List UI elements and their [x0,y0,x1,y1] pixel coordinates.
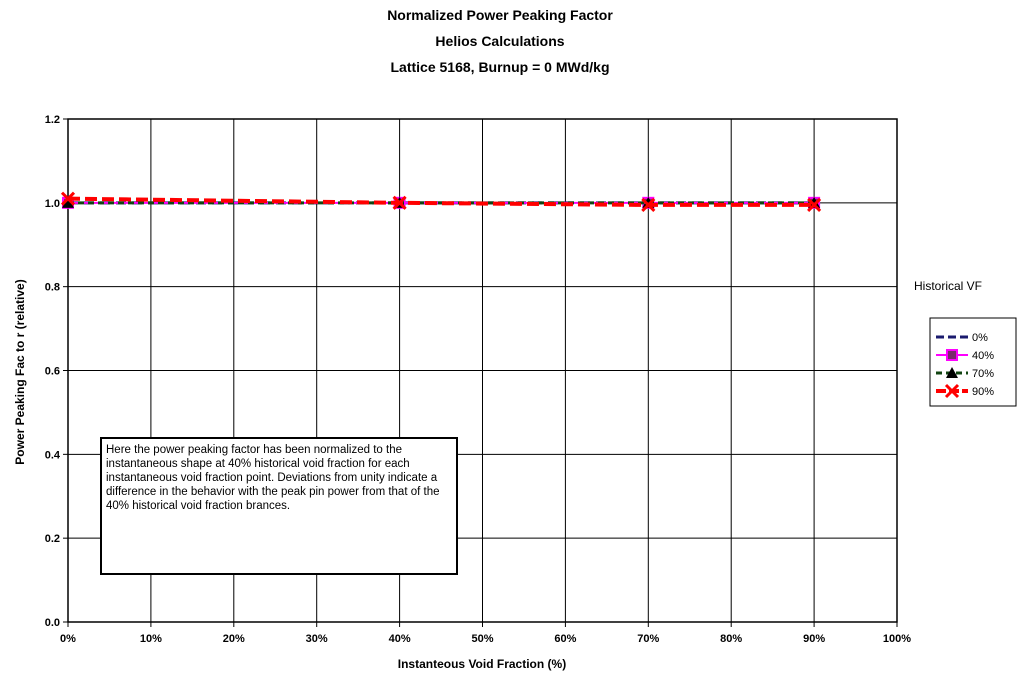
x-tick-label: 80% [720,633,742,645]
y-tick-label: 1.2 [45,114,60,126]
y-tick-label: 0.4 [45,449,61,461]
chart-title-line-3: Lattice 5168, Burnup = 0 MWd/kg [391,59,610,75]
chart-title: Normalized Power Peaking Factor Helios C… [387,7,613,75]
x-tick-label: 70% [637,633,659,645]
legend-title: Historical VF [914,279,982,293]
x-tick-label: 20% [223,633,245,645]
legend-marker [947,350,957,360]
y-tick-label: 0.0 [45,617,60,629]
y-axis-ticks: 0.0 0.2 0.4 0.6 0.8 1.0 1.2 [45,114,68,629]
y-tick-label: 0.6 [45,366,60,378]
x-axis-title: Instanteous Void Fraction (%) [398,657,566,671]
x-tick-label: 60% [554,633,576,645]
x-tick-label: 40% [389,633,411,645]
annotation-text: Here the power peaking factor has been n… [106,444,440,512]
x-axis-ticks: 0% 10% 20% 30% 40% 50% 60% 70% 80% 90% 100% [60,622,911,645]
chart-title-line-1: Normalized Power Peaking Factor [387,7,613,23]
x-tick-label: 0% [60,633,76,645]
annotation-box: Here the power peaking factor has been n… [100,437,458,575]
legend-label: 40% [972,350,994,362]
y-tick-label: 1.0 [45,198,60,210]
x-tick-label: 10% [140,633,162,645]
y-tick-label: 0.2 [45,533,60,545]
legend: Historical VF 0% 40% 70% 90% [914,279,1016,406]
y-axis-title: Power Peaking Fac to r (relative) [13,279,27,464]
x-tick-label: 90% [803,633,825,645]
legend-label: 90% [972,386,994,398]
x-tick-label: 100% [883,633,911,645]
x-tick-label: 30% [306,633,328,645]
legend-label: 70% [972,368,994,380]
x-tick-label: 50% [471,633,493,645]
chart-title-line-2: Helios Calculations [435,33,564,49]
y-tick-label: 0.8 [45,282,60,294]
legend-label: 0% [972,332,988,344]
